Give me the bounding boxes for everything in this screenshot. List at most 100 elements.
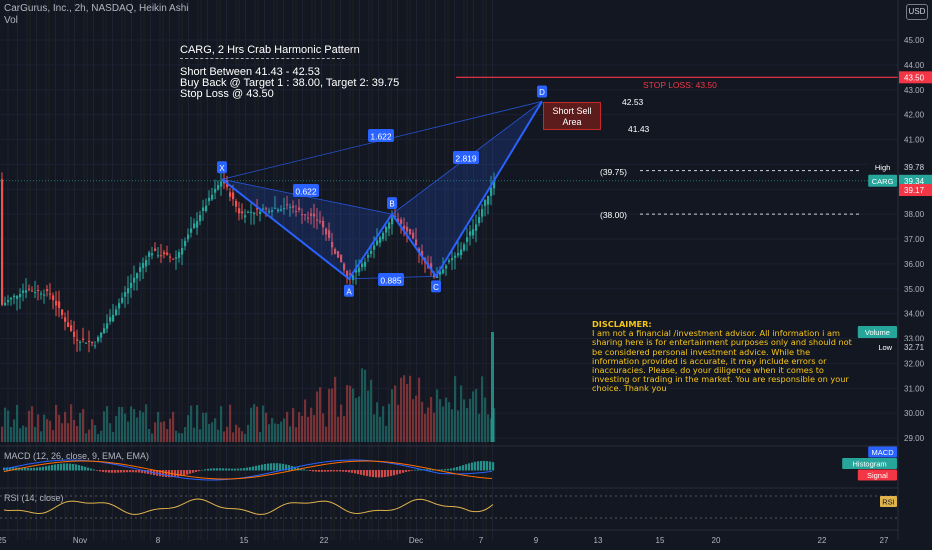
macd-histogram-bar bbox=[138, 470, 141, 473]
candle-body bbox=[481, 209, 484, 217]
volume-bar bbox=[19, 428, 22, 442]
volume-bar bbox=[262, 405, 265, 442]
volume-bar bbox=[58, 414, 61, 442]
volume-bar bbox=[226, 426, 229, 442]
macd-histogram-bar bbox=[180, 470, 183, 477]
macd-histogram-bar bbox=[201, 469, 204, 471]
disclaimer-heading: DISCLAIMER: bbox=[592, 319, 652, 329]
candle-body bbox=[268, 210, 271, 213]
ratio-badge bbox=[293, 184, 319, 197]
macd-histogram-bar bbox=[177, 470, 180, 477]
candle-body bbox=[73, 331, 76, 337]
volume-bar bbox=[202, 412, 205, 442]
macd-histogram-bar bbox=[219, 468, 222, 471]
volume-bar bbox=[349, 385, 352, 442]
macd-histogram-bar bbox=[318, 470, 321, 472]
volume-bar bbox=[22, 425, 25, 442]
ratio-badge bbox=[378, 273, 404, 286]
candle-body bbox=[205, 205, 208, 212]
time-tick: Dec bbox=[409, 536, 423, 545]
symbol-label[interactable]: CarGurus, Inc., 2h, NASDAQ, Heikin Ashi bbox=[4, 3, 189, 14]
macd-histogram-bar bbox=[36, 467, 39, 471]
volume-bar bbox=[397, 404, 400, 442]
volume-bar bbox=[136, 417, 139, 442]
candle-body bbox=[115, 309, 118, 316]
price-tag-value: 39.17 bbox=[904, 186, 925, 195]
macd-histogram-bar bbox=[333, 470, 336, 472]
macd-histogram-bar bbox=[315, 470, 318, 472]
candle-body bbox=[370, 250, 373, 254]
volume-bar bbox=[232, 432, 235, 442]
rsi-label[interactable]: RSI (14, close) bbox=[4, 493, 64, 503]
macd-histogram-bar bbox=[387, 470, 390, 477]
candle-body bbox=[214, 188, 217, 193]
axis-background bbox=[898, 0, 932, 550]
candle-body bbox=[16, 295, 19, 299]
lower-zone-label: 41.43 bbox=[628, 124, 650, 134]
time-tick: Nov bbox=[73, 536, 87, 545]
candle-body bbox=[277, 209, 280, 212]
volume-bar bbox=[427, 407, 430, 442]
candle-body bbox=[13, 295, 16, 298]
price-tick: 34.00 bbox=[904, 310, 925, 319]
macd-histogram-bar bbox=[420, 469, 423, 471]
macd-histogram-bar bbox=[117, 470, 120, 473]
upper-zone-label: 42.53 bbox=[622, 97, 644, 107]
price-tag-chip bbox=[868, 160, 897, 173]
volume-bar bbox=[280, 421, 283, 442]
macd-legend-chip bbox=[857, 469, 897, 481]
candle-body bbox=[118, 303, 121, 309]
candle-body bbox=[223, 181, 226, 184]
candle-body bbox=[445, 265, 448, 269]
volume-bar bbox=[103, 411, 106, 442]
volume-bar bbox=[217, 429, 220, 442]
rsi-legend-label: RSI bbox=[882, 498, 895, 507]
volume-bar bbox=[370, 379, 373, 442]
volume-bar bbox=[16, 404, 19, 442]
volume-bar bbox=[259, 432, 262, 442]
volume-label: Vol bbox=[4, 15, 18, 26]
macd-histogram-bar bbox=[30, 467, 33, 471]
volume-bar bbox=[208, 423, 211, 442]
currency-button[interactable]: USD bbox=[906, 4, 928, 20]
volume-bar bbox=[235, 424, 238, 442]
macd-histogram-bar bbox=[114, 470, 117, 473]
price-levels bbox=[0, 76, 898, 215]
candle-body bbox=[43, 294, 46, 296]
price-tag bbox=[899, 184, 932, 197]
macd-histogram-bar bbox=[465, 464, 468, 471]
volume-bar bbox=[337, 416, 340, 442]
ratio-label: 1.622 bbox=[370, 132, 392, 142]
volume-bar bbox=[43, 414, 46, 442]
candle-body bbox=[4, 302, 7, 306]
volume-bar bbox=[190, 405, 193, 442]
macd-label[interactable]: MACD (12, 26, close, 9, EMA, EMA) bbox=[4, 451, 150, 461]
volume-bar bbox=[118, 406, 121, 442]
volume-bar bbox=[439, 399, 442, 442]
volume-bar bbox=[307, 416, 310, 442]
candle-body bbox=[286, 204, 289, 206]
macd-histogram-bar bbox=[348, 470, 351, 473]
macd-histogram-bar bbox=[354, 470, 357, 474]
macd-legend-chip bbox=[868, 446, 897, 458]
pattern-triangle-bcd bbox=[392, 101, 542, 277]
candle-body bbox=[55, 300, 58, 306]
volume-bar bbox=[424, 413, 427, 442]
volume-bar bbox=[163, 421, 166, 442]
candle-body bbox=[334, 249, 337, 255]
candle-body bbox=[307, 217, 310, 219]
volume-bar bbox=[373, 414, 376, 442]
candle-body bbox=[49, 293, 52, 295]
macd-histogram-bar bbox=[231, 468, 234, 471]
macd-histogram-bar bbox=[276, 463, 279, 471]
candle-body bbox=[493, 180, 496, 189]
candle-body bbox=[487, 195, 490, 205]
volume-bar bbox=[166, 429, 169, 442]
candle-body bbox=[346, 270, 349, 277]
volume-bar bbox=[82, 409, 85, 442]
macd-histogram-bar bbox=[240, 468, 243, 471]
macd-histogram-bar bbox=[456, 466, 459, 471]
price-tag-chip bbox=[857, 326, 897, 338]
candle-body bbox=[139, 267, 142, 272]
